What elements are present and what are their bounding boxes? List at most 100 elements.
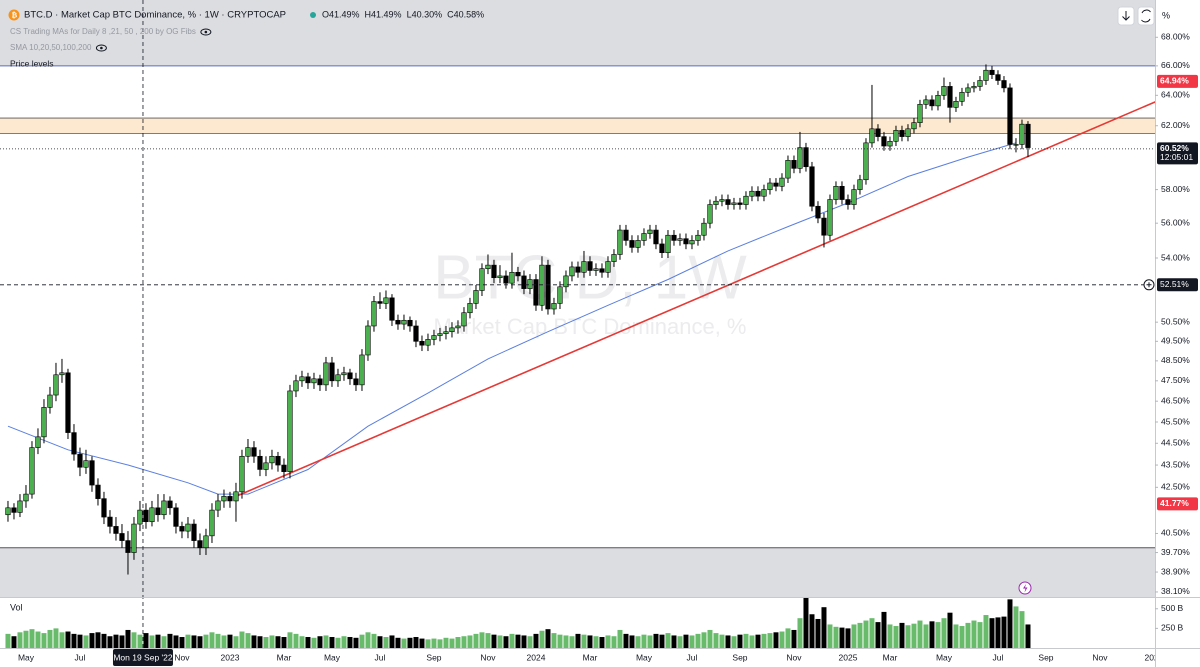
- trendline: [235, 101, 1155, 498]
- y-tick-label: 47.50%: [1161, 375, 1190, 385]
- volume-bar: [383, 637, 389, 648]
- volume-bar: [731, 636, 737, 648]
- volume-bar: [521, 635, 527, 648]
- x-tick-label: Mar: [883, 652, 898, 662]
- volume-bar: [863, 620, 869, 648]
- price-tag-label: 41.77%: [1160, 498, 1189, 508]
- volume-bar: [761, 633, 767, 648]
- candle-body: [419, 341, 425, 346]
- volume-bar: [545, 629, 551, 648]
- volume-bar: [965, 622, 971, 648]
- volume-bar: [455, 637, 461, 648]
- candle-body: [233, 491, 239, 502]
- symbol-icon: [8, 9, 20, 21]
- crosshair-date: Mon 19 Sep '22: [113, 652, 173, 662]
- volume-bar: [845, 628, 851, 648]
- candle-body: [605, 261, 611, 273]
- candle-body: [725, 199, 731, 205]
- x-tick-label: Jul: [375, 652, 386, 662]
- candle-body: [881, 136, 887, 147]
- volume-bar: [749, 635, 755, 648]
- candle-body: [755, 190, 761, 197]
- candle-body: [527, 279, 533, 289]
- volume-bar: [827, 624, 833, 648]
- candle-body: [623, 229, 629, 241]
- y-tick-label: 56.00%: [1161, 217, 1190, 227]
- candle-body: [65, 372, 71, 433]
- x-tick-label: Jul: [993, 652, 1004, 662]
- candle-body: [689, 240, 695, 245]
- ohlc-readout: O41.49% H41.49% L40.30% C40.58%: [322, 9, 484, 19]
- volume-bar: [77, 634, 83, 648]
- volume-bar: [803, 597, 809, 648]
- volume-bar: [197, 636, 203, 648]
- volume-bar: [539, 630, 545, 648]
- candle-body: [425, 339, 431, 346]
- candle-body: [371, 301, 377, 327]
- time-axis: May Jul Nov 2023 Mar May Jul Sep Nov 2024 Mar May Ju…: [18, 652, 1155, 662]
- candle-body: [857, 179, 863, 190]
- market-status: [310, 12, 316, 18]
- volume-bar: [479, 632, 485, 648]
- candle-body: [593, 268, 599, 271]
- volume-tick-label: 500 B: [1161, 603, 1184, 613]
- volume-bar: [719, 634, 725, 648]
- candle-body: [53, 374, 59, 396]
- candle-body: [953, 101, 959, 108]
- candle-body: [671, 234, 677, 241]
- candle-body: [311, 378, 317, 384]
- candle-body: [155, 507, 161, 516]
- volume-bar: [233, 636, 239, 648]
- candle-body: [29, 447, 35, 495]
- volume-bar: [65, 631, 71, 648]
- candle-body: [11, 507, 17, 513]
- volume-bar: [275, 636, 281, 648]
- volume-bar: [389, 635, 395, 648]
- candle-body: [443, 331, 449, 334]
- candle-body: [935, 95, 941, 107]
- candle-body: [617, 229, 623, 255]
- volume-bar: [413, 637, 419, 648]
- candle-body: [839, 185, 845, 200]
- volume-bar: [605, 635, 611, 648]
- candle-body: [23, 493, 29, 502]
- volume-bar: [473, 633, 479, 648]
- indicator-title[interactable]: CS Trading MAs for Daily 8 ,21, 50 , 200…: [10, 27, 196, 36]
- x-tick-label: Sep: [426, 652, 441, 662]
- x-tick-label: May: [636, 652, 653, 662]
- candle-body: [281, 464, 287, 472]
- volume-bar: [365, 632, 371, 648]
- volume-bar: [467, 635, 473, 648]
- candle-body: [1025, 123, 1031, 148]
- candle-body: [863, 142, 869, 181]
- candle-body: [275, 455, 281, 466]
- candle-body: [461, 312, 467, 327]
- candle-body: [173, 507, 179, 527]
- volume-bar: [23, 630, 29, 648]
- y-tick-label: 43.50%: [1161, 459, 1190, 469]
- legend-header: ₿ BTC.D · Market Cap BTC Dominance, % · …: [8, 6, 1170, 68]
- volume-bar: [425, 639, 431, 648]
- candle-body: [995, 74, 1001, 81]
- candle-body: [467, 303, 473, 314]
- y-tick-label: 39.70%: [1161, 547, 1190, 557]
- candle-body: [41, 407, 47, 438]
- x-tick-label: Mar: [277, 652, 292, 662]
- volume-bar: [485, 633, 491, 648]
- candle-body: [947, 86, 953, 108]
- candle-body: [293, 380, 299, 392]
- indicator-title[interactable]: Price levels: [10, 58, 53, 68]
- volume-bar: [641, 634, 647, 648]
- y-tick-label: 44.50%: [1161, 438, 1190, 448]
- volume-bar: [941, 618, 947, 648]
- volume-bar: [629, 635, 635, 648]
- price-tag-label: 64.94%: [1160, 76, 1189, 86]
- indicator-title[interactable]: SMA 10,20,50,100,200: [10, 43, 92, 52]
- candle-body: [449, 327, 455, 333]
- candle-body: [47, 394, 53, 408]
- volume-pane: [5, 597, 1031, 648]
- eye-icon: [95, 44, 107, 52]
- candle-body: [497, 275, 503, 279]
- price-tag-label: 60.52%: [1160, 143, 1189, 153]
